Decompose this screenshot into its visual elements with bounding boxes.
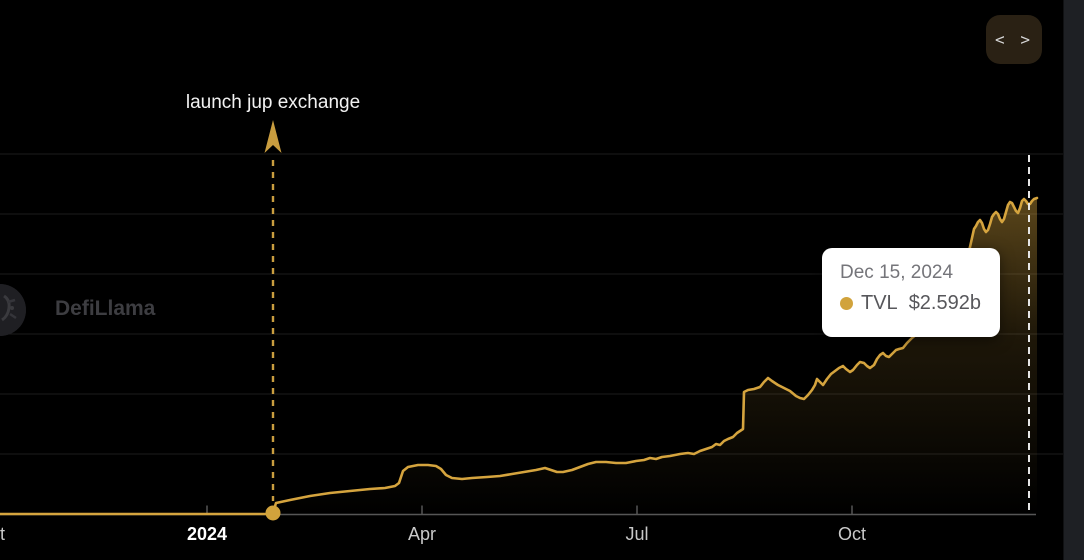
tooltip-series-row: TVL $2.592b xyxy=(840,292,1000,315)
x-axis-label-2024: 2024 xyxy=(186,524,228,544)
page-edge-strip xyxy=(1063,0,1084,560)
defillama-logo-icon xyxy=(0,284,26,336)
x-axis-label-jul: Jul xyxy=(625,524,649,544)
embed-code-button[interactable]: < > xyxy=(986,15,1042,64)
tvl-area-fill xyxy=(0,198,1037,515)
x-axis-label-oct: Oct xyxy=(837,524,867,544)
tooltip-series-name: TVL xyxy=(861,292,898,314)
annotation-arrow-up-icon xyxy=(264,120,282,153)
series-marker-icon xyxy=(840,297,853,310)
annotation-label: launch jup exchange xyxy=(185,92,361,113)
x-axis-ticks xyxy=(206,505,853,515)
x-axis-label-edge: t xyxy=(0,524,6,544)
tvl-line-series xyxy=(0,196,1039,516)
hover-tooltip: Dec 15, 2024 TVL $2.592b xyxy=(822,248,1000,337)
tooltip-date: Dec 15, 2024 xyxy=(840,262,954,283)
watermark-text: DefiLlama xyxy=(55,297,156,320)
gridlines xyxy=(0,153,1064,455)
annotation-point-marker xyxy=(265,505,281,521)
x-axis-label-apr: Apr xyxy=(407,524,437,544)
code-icon: < > xyxy=(995,30,1033,49)
tooltip-series-value: $2.592b xyxy=(908,292,981,314)
